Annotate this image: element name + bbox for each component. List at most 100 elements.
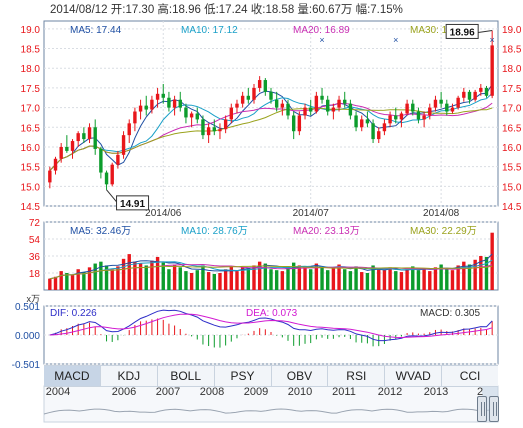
candle-body <box>405 103 409 114</box>
year-label: 2 <box>476 386 484 398</box>
candle-body <box>314 95 319 112</box>
candle-body <box>235 103 239 108</box>
candle-body <box>388 115 392 124</box>
candle-body <box>377 131 381 140</box>
candle-body <box>144 105 148 110</box>
y-tick-label-left: 15.5 <box>21 163 41 174</box>
x-tick-label: 2014/06 <box>145 208 182 219</box>
candle-body <box>399 113 404 120</box>
year-label: 2009 <box>243 386 269 398</box>
macd-legend-dea: DEA: 0.073 <box>246 308 298 319</box>
volume-bar <box>144 265 148 290</box>
volume-ma-line <box>49 265 493 280</box>
volume-bar <box>53 276 58 290</box>
volume-bar <box>110 269 114 290</box>
volume-bar <box>388 267 392 290</box>
candle-body <box>127 123 131 136</box>
volume-bar <box>467 264 472 290</box>
y-tick-label-right: 15.5 <box>502 163 522 174</box>
candle-body <box>121 135 126 155</box>
volume-bar <box>121 258 126 290</box>
volume-bar <box>246 268 251 290</box>
candle-body <box>462 91 466 98</box>
tab-macd[interactable]: MACD <box>44 366 101 386</box>
tab-psy[interactable]: PSY <box>215 366 272 386</box>
macd-y-tick-label: -0.501 <box>12 360 41 371</box>
volume-bar <box>371 265 375 290</box>
volume-bar <box>76 269 80 290</box>
legend-ma30: MA30: 16.88 <box>410 25 467 36</box>
volume-bar <box>99 261 103 290</box>
candle-body <box>308 107 313 112</box>
candle-body <box>291 115 296 132</box>
candle-body <box>450 107 455 112</box>
volume-y-tick-label: 36 <box>29 252 41 263</box>
high-price-label: 18.96 <box>450 27 475 38</box>
range-handle-left[interactable] <box>477 396 487 422</box>
tab-obv[interactable]: OBV <box>272 366 329 386</box>
tab-kdj[interactable]: KDJ <box>101 366 158 386</box>
candle-body <box>286 103 290 116</box>
volume-bar <box>167 269 171 290</box>
volume-bar <box>320 267 324 290</box>
high-label-box <box>445 23 479 39</box>
volume-y-tick-label: 72 <box>29 218 41 229</box>
y-tick-label-left: 18.0 <box>21 64 41 75</box>
volume-bar <box>297 265 302 290</box>
range-handle-right[interactable] <box>489 396 499 422</box>
volume-bar <box>360 272 364 290</box>
event-marker-icon: × <box>490 35 495 45</box>
candle-body <box>167 97 171 108</box>
candle-body <box>456 97 460 108</box>
volume-bar <box>462 261 466 290</box>
volume-bar <box>308 269 313 290</box>
candle-body <box>229 107 234 120</box>
year-label: 2010 <box>287 386 313 398</box>
candle-body <box>479 87 483 92</box>
volume-bar <box>484 256 489 290</box>
y-tick-label-right: 17.5 <box>502 84 522 95</box>
candle-body <box>189 113 194 118</box>
dea-line <box>49 313 493 339</box>
high-pointer <box>478 29 493 33</box>
volume-bar <box>365 273 370 290</box>
volume-bar <box>223 269 228 290</box>
candle-body <box>360 119 364 128</box>
volume-bar <box>172 264 177 290</box>
volume-bar <box>433 267 438 290</box>
candle-body <box>439 99 443 104</box>
tab-wvad[interactable]: WVAD <box>385 366 443 386</box>
y-tick-label-left: 15.0 <box>21 182 41 193</box>
volume-bar <box>150 260 154 290</box>
tab-cci[interactable]: CCI <box>459 369 481 383</box>
volume-bar <box>161 262 165 290</box>
y-tick-label-left: 16.5 <box>21 123 41 134</box>
candle-body <box>269 91 273 100</box>
volume-bar <box>479 256 483 290</box>
volume-bar <box>473 259 477 290</box>
volume-bar <box>127 254 131 290</box>
candle-body <box>490 45 494 96</box>
candle-body <box>394 115 398 120</box>
volume-bar <box>155 256 160 290</box>
y-tick-label-right: 16.0 <box>502 143 522 154</box>
macd-y-tick-label: 0.000 <box>15 331 40 342</box>
volume-bar <box>274 270 279 290</box>
macd-y-tick-label: 0.501 <box>15 302 40 313</box>
volume-legend-ma5: MA5: 32.46万 <box>70 226 131 237</box>
candle-body <box>445 103 449 112</box>
volume-y-tick-label: 18 <box>29 269 41 280</box>
candle-body <box>371 123 375 140</box>
candle-body <box>110 164 114 185</box>
y-tick-label-right: 14.5 <box>502 202 522 213</box>
volume-bar <box>87 267 92 290</box>
candle-body <box>246 95 251 100</box>
tab-boll[interactable]: BOLL <box>158 366 215 386</box>
volume-bar <box>337 264 341 290</box>
volume-bar <box>399 272 404 290</box>
tab-rsi[interactable]: RSI <box>328 366 386 386</box>
year-label: 2013 <box>423 386 449 398</box>
candle-body <box>365 119 370 124</box>
low-label-box <box>116 195 150 211</box>
